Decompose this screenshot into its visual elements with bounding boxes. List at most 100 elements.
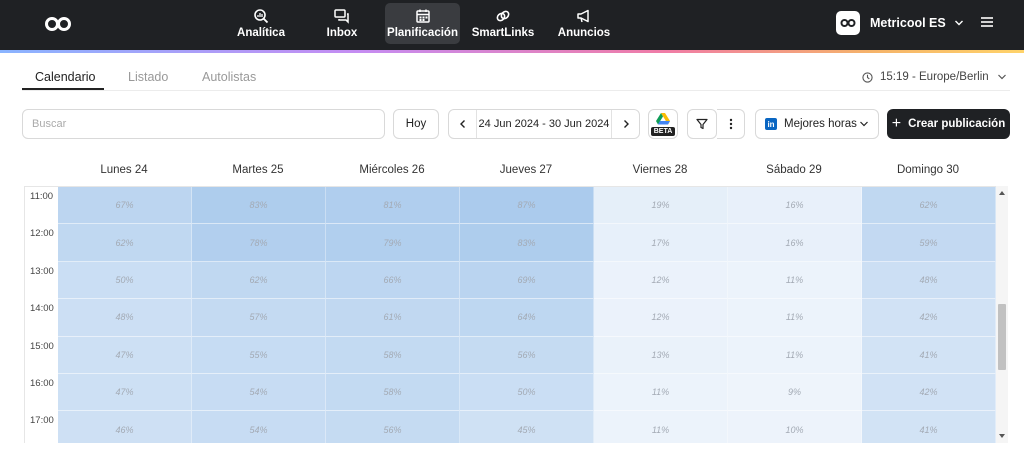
- time-label: 14:00: [30, 303, 54, 315]
- heatmap-cell[interactable]: 83%: [460, 224, 594, 262]
- megaphone-icon: [577, 9, 589, 23]
- day-header: Lunes 24: [100, 164, 148, 176]
- timezone-selector[interactable]: 15:19 - Europe/Berlin: [862, 71, 1014, 83]
- scrollbar-thumb[interactable]: [998, 304, 1006, 370]
- nav-smartlinks-label: SmartLinks: [471, 27, 535, 39]
- heatmap-cell[interactable]: 11%: [728, 299, 862, 337]
- heatmap-cell[interactable]: 12%: [594, 261, 728, 300]
- create-post-button[interactable]: + Crear publicación: [887, 109, 1010, 139]
- plus-icon: +: [891, 115, 902, 132]
- nav-anuncios[interactable]: Anuncios: [556, 3, 612, 44]
- heatmap-cell[interactable]: 81%: [326, 187, 460, 225]
- heatmap-cell[interactable]: 45%: [460, 411, 594, 443]
- account-switcher[interactable]: Metricool ES: [836, 11, 964, 35]
- nav-smartlinks[interactable]: SmartLinks: [472, 3, 534, 44]
- previous-week-button[interactable]: [449, 110, 477, 138]
- chat-bubbles-icon: [334, 9, 349, 24]
- heatmap-cell[interactable]: 57%: [192, 299, 326, 337]
- heatmap-cell[interactable]: 54%: [192, 411, 326, 443]
- heatmap-cell[interactable]: 56%: [460, 336, 594, 374]
- day-header: Jueves 27: [499, 164, 553, 176]
- time-label: 17:00: [30, 415, 54, 427]
- clock-icon: [862, 71, 873, 83]
- heatmap-cell[interactable]: 87%: [460, 187, 594, 225]
- heatmap-cell[interactable]: 59%: [862, 224, 996, 262]
- tab-listado[interactable]: Listado: [128, 70, 169, 84]
- heatmap-cell[interactable]: 66%: [326, 261, 460, 300]
- heatmap-cell[interactable]: 48%: [58, 299, 192, 337]
- link-icon: [496, 10, 510, 22]
- nav-inbox-label: Inbox: [326, 27, 358, 39]
- calendar-heatmap-grid: 11:00 67% 83% 81% 87% 19% 16% 62% 12:00 62% 78% 79%…: [24, 186, 996, 443]
- best-hours-dropdown[interactable]: in Mejores horas: [755, 109, 879, 139]
- tab-autolistas[interactable]: Autolistas: [202, 70, 257, 84]
- metricool-avatar-icon: [840, 19, 856, 27]
- next-week-button[interactable]: [611, 110, 639, 138]
- time-label: 15:00: [30, 340, 54, 352]
- search-input[interactable]: [22, 109, 385, 139]
- heatmap-cell[interactable]: 62%: [862, 187, 996, 225]
- heatmap-cell[interactable]: 11%: [728, 336, 862, 374]
- scroll-up-arrow-icon[interactable]: [999, 191, 1005, 195]
- calendar-scrollbar[interactable]: [996, 186, 1008, 443]
- heatmap-cell[interactable]: 47%: [58, 374, 192, 412]
- heatmap-cell[interactable]: 11%: [594, 411, 728, 443]
- best-hours-label: Mejores horas: [784, 118, 857, 130]
- nav-analitica-label: Analítica: [237, 27, 285, 39]
- heatmap-cell[interactable]: 67%: [58, 187, 192, 225]
- filter-button[interactable]: [687, 109, 717, 139]
- today-button-label: Hoy: [405, 118, 427, 130]
- heatmap-cell[interactable]: 83%: [192, 187, 326, 225]
- heatmap-cell[interactable]: 19%: [594, 187, 728, 225]
- heatmap-cell[interactable]: 11%: [594, 374, 728, 412]
- time-label: 13:00: [30, 265, 54, 277]
- heatmap-cell[interactable]: 11%: [728, 261, 862, 300]
- tab-calendario[interactable]: Calendario: [35, 70, 96, 84]
- heatmap-cell[interactable]: 16%: [728, 187, 862, 225]
- heatmap-cell[interactable]: 48%: [862, 261, 996, 300]
- nav-planificacion-label: Planificación: [387, 27, 458, 39]
- heatmap-cell[interactable]: 78%: [192, 224, 326, 262]
- nav-analitica[interactable]: Analítica: [232, 3, 290, 44]
- heatmap-cell[interactable]: 50%: [460, 374, 594, 412]
- heatmap-cell[interactable]: 64%: [460, 299, 594, 337]
- heatmap-cell[interactable]: 46%: [58, 411, 192, 443]
- nav-inbox[interactable]: Inbox: [318, 3, 366, 44]
- scroll-down-arrow-icon[interactable]: [999, 434, 1005, 438]
- heatmap-cell[interactable]: 54%: [192, 374, 326, 412]
- heatmap-cell[interactable]: 55%: [192, 336, 326, 374]
- heatmap-cell[interactable]: 56%: [326, 411, 460, 443]
- metricool-logo-icon[interactable]: [44, 15, 72, 33]
- heatmap-cell[interactable]: 42%: [862, 299, 996, 337]
- heatmap-cell[interactable]: 42%: [862, 374, 996, 412]
- today-button[interactable]: Hoy: [393, 109, 439, 139]
- chevron-down-icon: [997, 74, 1006, 80]
- nav-planificacion[interactable]: Planificación: [385, 3, 460, 44]
- heatmap-cell[interactable]: 10%: [728, 411, 862, 443]
- heatmap-cell[interactable]: 47%: [58, 336, 192, 374]
- heatmap-cell[interactable]: 62%: [192, 261, 326, 300]
- heatmap-cell[interactable]: 12%: [594, 299, 728, 337]
- day-header: Domingo 30: [896, 164, 959, 176]
- heatmap-cell[interactable]: 58%: [326, 336, 460, 374]
- tabs-divider: [22, 90, 1010, 91]
- more-options-button[interactable]: [717, 109, 745, 139]
- account-avatar: [836, 11, 860, 35]
- hamburger-menu-icon[interactable]: [980, 15, 994, 29]
- heatmap-cell[interactable]: 79%: [326, 224, 460, 262]
- date-range-label[interactable]: 24 Jun 2024 - 30 Jun 2024: [478, 118, 610, 130]
- heatmap-cell[interactable]: 62%: [58, 224, 192, 262]
- heatmap-cell[interactable]: 17%: [594, 224, 728, 262]
- google-drive-icon: [656, 113, 670, 125]
- heatmap-cell[interactable]: 41%: [862, 336, 996, 374]
- heatmap-cell[interactable]: 69%: [460, 261, 594, 300]
- heatmap-cell[interactable]: 61%: [326, 299, 460, 337]
- heatmap-cell[interactable]: 50%: [58, 261, 192, 300]
- heatmap-cell[interactable]: 9%: [728, 374, 862, 412]
- heatmap-cell[interactable]: 41%: [862, 411, 996, 443]
- date-range-navigator: 24 Jun 2024 - 30 Jun 2024: [448, 109, 640, 139]
- heatmap-cell[interactable]: 13%: [594, 336, 728, 374]
- google-drive-beta-button[interactable]: BETA: [648, 109, 678, 139]
- heatmap-cell[interactable]: 16%: [728, 224, 862, 262]
- heatmap-cell[interactable]: 58%: [326, 374, 460, 412]
